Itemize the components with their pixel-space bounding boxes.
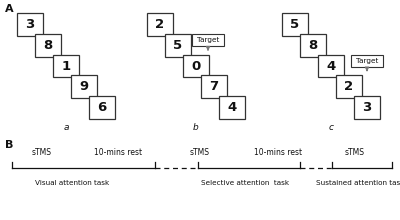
Text: sTMS: sTMS: [345, 148, 365, 157]
Text: Selective attention  task: Selective attention task: [201, 180, 289, 186]
Bar: [183, 55, 209, 77]
Text: 2: 2: [156, 18, 164, 31]
Text: 2: 2: [344, 80, 354, 93]
Bar: [201, 75, 227, 98]
Text: 3: 3: [362, 101, 372, 114]
Text: Visual attention task: Visual attention task: [35, 180, 109, 186]
Text: 1: 1: [62, 60, 70, 73]
Bar: [71, 75, 97, 98]
Bar: [89, 96, 115, 119]
Text: A: A: [5, 4, 14, 14]
Text: 9: 9: [80, 80, 88, 93]
Bar: [165, 34, 191, 57]
Text: 4: 4: [227, 101, 237, 114]
Text: 7: 7: [210, 80, 218, 93]
Bar: [300, 34, 326, 57]
Bar: [17, 13, 43, 36]
Text: 5: 5: [290, 18, 300, 31]
Bar: [318, 55, 344, 77]
Text: a: a: [63, 123, 69, 132]
Text: Sustained attention task: Sustained attention task: [316, 180, 400, 186]
Bar: [351, 55, 383, 67]
Text: 8: 8: [43, 39, 53, 52]
Text: 10-mins rest: 10-mins rest: [254, 148, 302, 157]
Text: 3: 3: [25, 18, 35, 31]
Bar: [219, 96, 245, 119]
Text: b: b: [193, 123, 199, 132]
Text: sTMS: sTMS: [32, 148, 52, 157]
Bar: [53, 55, 79, 77]
Text: Target: Target: [197, 37, 219, 43]
Bar: [35, 34, 61, 57]
Text: 4: 4: [326, 60, 336, 73]
Text: B: B: [5, 140, 13, 150]
Text: 0: 0: [191, 60, 201, 73]
Text: c: c: [328, 123, 334, 132]
Bar: [192, 34, 224, 46]
Bar: [147, 13, 173, 36]
Text: sTMS: sTMS: [190, 148, 210, 157]
Bar: [336, 75, 362, 98]
Text: 8: 8: [308, 39, 318, 52]
Text: 10-mins rest: 10-mins rest: [94, 148, 142, 157]
Bar: [282, 13, 308, 36]
Text: 6: 6: [97, 101, 107, 114]
Bar: [354, 96, 380, 119]
Text: 5: 5: [174, 39, 182, 52]
Text: Target: Target: [356, 58, 378, 64]
